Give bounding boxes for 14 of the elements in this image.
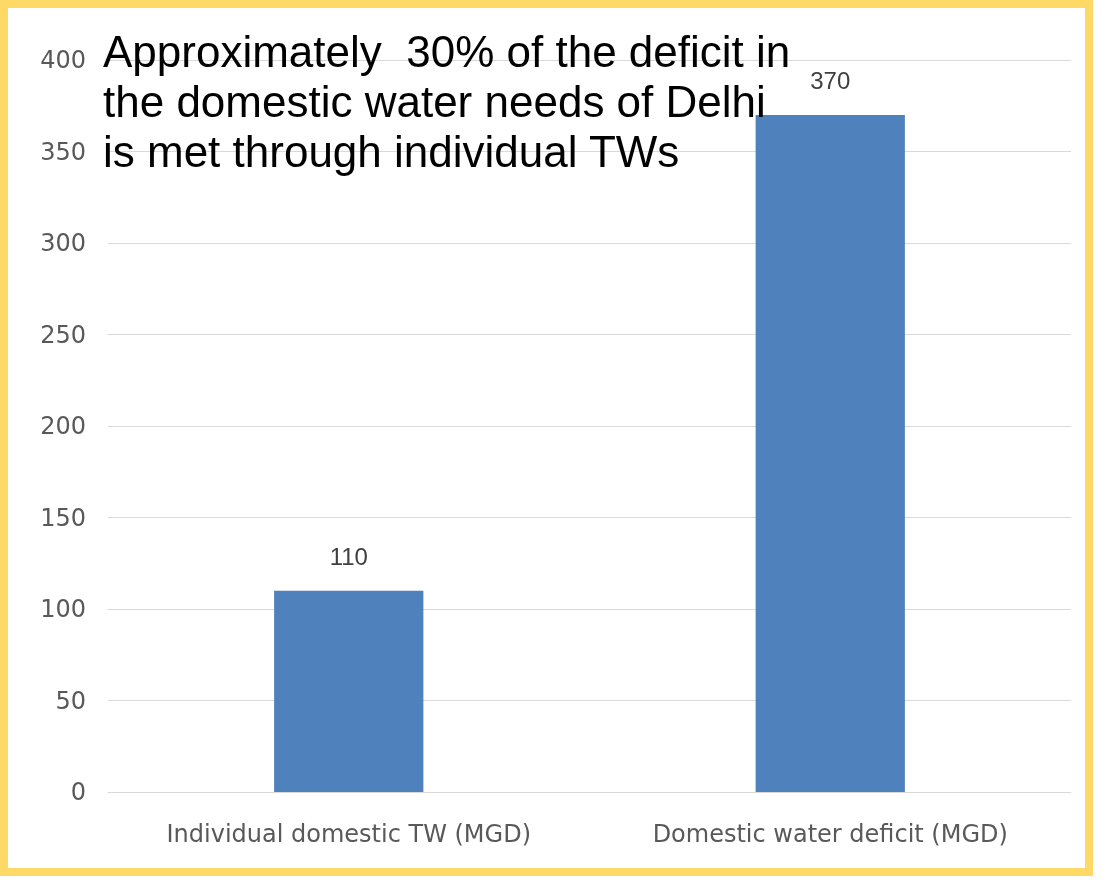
y-tick-label: 50 <box>55 686 86 715</box>
y-tick-label: 0 <box>70 778 86 806</box>
y-tick-label: 100 <box>40 595 86 623</box>
annotation: Approximately 30% of the deficit in the domestic water needs of Delhi is met through individual TWs <box>103 26 803 176</box>
y-tick-label: 400 <box>40 46 86 74</box>
x-tick-label: Individual domestic TW (MGD) <box>166 820 532 848</box>
x-tick-label: Domestic water deficit (MGD) <box>652 820 1008 848</box>
data-label: 110 <box>329 543 368 571</box>
y-tick-label: 350 <box>40 137 86 166</box>
y-tick-label: 150 <box>40 503 86 532</box>
y-tick-label: 250 <box>40 320 86 349</box>
y-tick-label: 200 <box>40 412 86 440</box>
y-tick-label: 300 <box>40 229 86 257</box>
data-label: 370 <box>810 67 851 95</box>
